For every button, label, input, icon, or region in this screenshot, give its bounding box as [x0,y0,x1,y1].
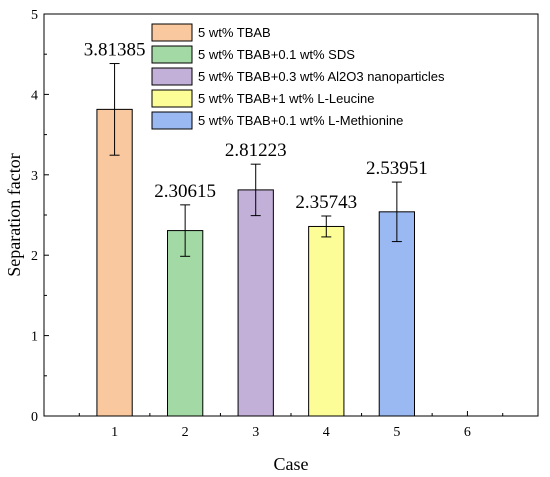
y-tick-label: 1 [31,330,38,345]
legend-label: 5 wt% TBAB+0.3 wt% Al2O3 nanoparticles [198,69,445,84]
x-tick-label: 6 [464,425,471,440]
data-label: 2.30615 [154,181,216,202]
legend-swatch [151,45,193,64]
legend-label: 5 wt% TBAB+0.1 wt% L-Methionine [198,113,403,128]
x-axis-ticks: 1 2 3 4 5 6 [78,411,504,440]
data-label: 3.81385 [84,40,146,61]
legend-label: 5 wt% TBAB [198,25,271,40]
data-label: 2.35743 [295,192,357,213]
y-axis-title: Separation factor [4,153,24,276]
plot-frame [43,13,539,417]
y-tick-label: 3 [31,169,38,184]
legend-label: 5 wt% TBAB+0.1 wt% SDS [198,47,355,62]
y-tick-label: 5 [31,8,38,23]
x-tick-label: 3 [252,425,259,440]
x-tick-label: 4 [323,425,330,440]
y-tick-label: 4 [31,88,38,103]
error-bars [109,63,402,257]
bars [96,108,416,417]
y-tick-label: 2 [31,249,38,264]
bar [308,225,345,417]
data-label: 2.81223 [225,140,287,161]
data-labels: 3.81385 2.30615 2.81223 2.35743 2.53951 [84,40,428,213]
legend-label: 5 wt% TBAB+1 wt% L-Leucine [198,91,374,106]
legend: 5 wt% TBAB 5 wt% TBAB+0.1 wt% SDS 5 wt% TB… [151,23,445,130]
bar [378,211,416,417]
bar [237,189,274,417]
data-label: 2.53951 [366,158,428,179]
x-tick-label: 2 [182,425,189,440]
bar [167,230,204,417]
legend-swatch [151,67,193,86]
y-tick-label: 0 [31,410,38,425]
y-axis-ticks: 0 1 2 3 4 5 [31,8,49,425]
bar [96,108,133,417]
x-axis-title: Case [274,454,309,474]
legend-swatch [151,89,193,108]
legend-swatch [151,111,193,130]
x-tick-label: 5 [393,425,400,440]
x-tick-label: 1 [111,425,118,440]
legend-swatch [151,23,193,42]
